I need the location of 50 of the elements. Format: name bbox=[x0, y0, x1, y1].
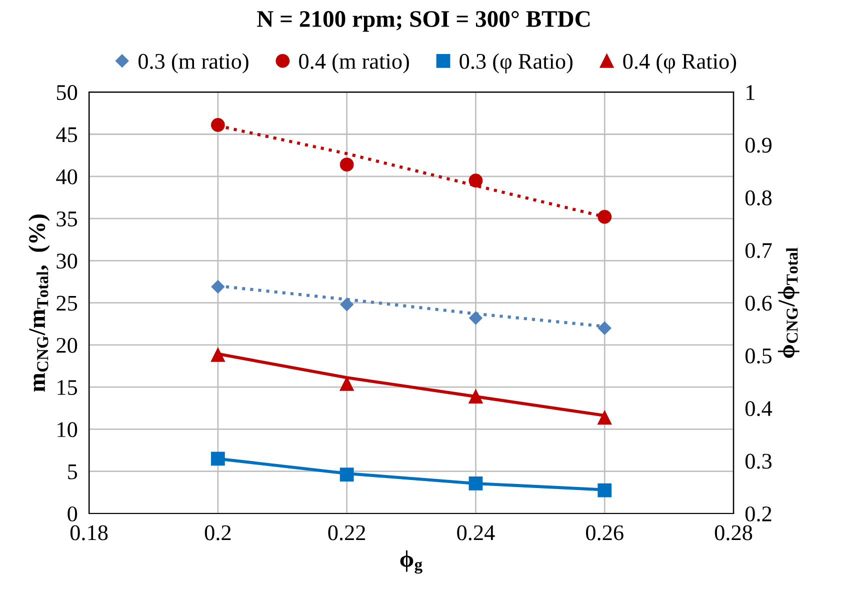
y-tick-label: 50 bbox=[57, 85, 78, 100]
y2-tick-label: 0.5 bbox=[745, 348, 772, 364]
point bbox=[598, 410, 612, 425]
point bbox=[340, 468, 354, 482]
point bbox=[468, 174, 483, 188]
y-tick-label: 40 bbox=[56, 169, 78, 184]
point bbox=[340, 376, 354, 391]
point bbox=[211, 280, 225, 294]
y2-tick-label: 0.3 bbox=[745, 454, 772, 469]
y2-tick-label: 0.2 bbox=[745, 506, 772, 522]
y2-tick-label: 0.8 bbox=[745, 190, 772, 206]
y-tick-label: 0 bbox=[68, 506, 78, 522]
point bbox=[598, 322, 612, 335]
y-tick-label: 10 bbox=[58, 422, 78, 438]
x-tick-label: 0.22 bbox=[328, 525, 366, 540]
y2-tick-label: 0.9 bbox=[745, 138, 772, 153]
y-tick-label: 15 bbox=[58, 380, 78, 396]
y2-axis-title: ϕ$_{CNG}$/ϕ$_{Total}$ bbox=[778, 248, 800, 358]
point bbox=[468, 476, 483, 490]
chart-title: N = 2100 rpm; SOI = 300° BTDC bbox=[257, 11, 590, 32]
y2-tick-label: 0.7 bbox=[745, 243, 772, 258]
y-tick-label: 25 bbox=[56, 296, 78, 311]
point bbox=[210, 452, 225, 466]
point bbox=[468, 390, 483, 404]
x-tick-label: 0.2 bbox=[204, 525, 231, 540]
point bbox=[340, 158, 354, 172]
x-tick-label: 0.28 bbox=[714, 525, 752, 540]
y2-tick-label: 1 bbox=[746, 85, 754, 100]
point bbox=[469, 311, 482, 325]
y-tick-label: 45 bbox=[56, 127, 78, 142]
x-tick-label: 0.26 bbox=[586, 525, 624, 540]
y2-tick-label: 0.6 bbox=[745, 296, 772, 311]
point bbox=[210, 118, 225, 132]
point bbox=[598, 483, 612, 498]
y-tick-label: 20 bbox=[56, 338, 78, 353]
legend-label: 0.3 (m ratio) bbox=[138, 53, 248, 74]
point bbox=[340, 298, 354, 312]
y-tick-label: 5 bbox=[68, 464, 78, 480]
y2-tick-label: 0.4 bbox=[745, 401, 772, 416]
legend-label: 0.4 (φ Ratio) bbox=[623, 53, 736, 74]
y-axis-title: m$_{CNG}$/m$_{Total}$, (%) bbox=[28, 214, 50, 392]
point bbox=[598, 210, 612, 224]
legend-label: 0.3 (φ Ratio) bbox=[460, 53, 572, 74]
x-tick-label: 0.18 bbox=[70, 525, 108, 540]
y-tick-label: 35 bbox=[56, 212, 78, 226]
x-tick-label: 0.24 bbox=[457, 525, 495, 540]
legend-label: 0.4 (m ratio) bbox=[299, 53, 409, 74]
x-axis-title: ϕ$_{g}$ bbox=[400, 550, 422, 574]
y-tick-label: 30 bbox=[56, 254, 78, 269]
point bbox=[210, 348, 225, 362]
